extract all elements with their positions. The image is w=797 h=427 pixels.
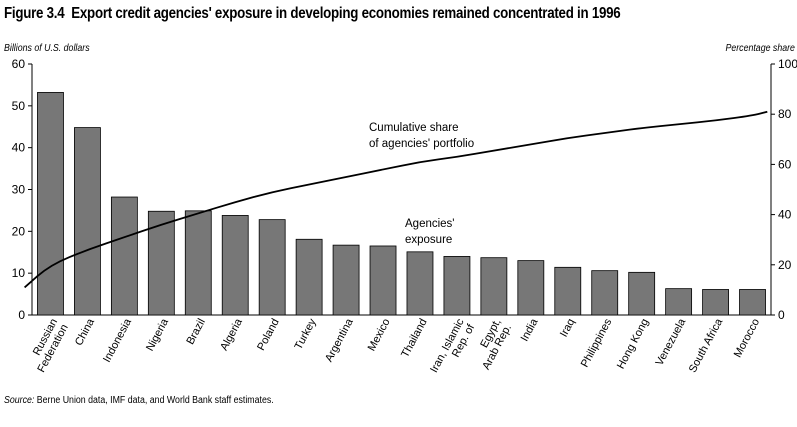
y-axis-label-right: Percentage share bbox=[725, 43, 795, 54]
x-tick-label: Philippines bbox=[579, 316, 615, 369]
x-tick-label: Hong Kong bbox=[615, 317, 651, 371]
bar-1 bbox=[74, 127, 101, 316]
source-text: Berne Union data, IMF data, and World Ba… bbox=[36, 395, 274, 406]
bar-4 bbox=[184, 210, 212, 316]
cumulative-share-line bbox=[24, 110, 768, 289]
x-tick-label-line: Turkey bbox=[293, 316, 319, 351]
source-prefix: Source: bbox=[4, 395, 35, 406]
y-tick-label-left: 40 bbox=[12, 141, 26, 155]
x-tick-label-line: China bbox=[73, 316, 98, 348]
annotation-agencies-exposure: Agencies' bbox=[405, 218, 455, 230]
y-tick-label-right: 0 bbox=[778, 308, 785, 322]
y-tick-label-right: 100 bbox=[778, 57, 797, 71]
x-tick-label-line: Indonesia bbox=[101, 316, 134, 365]
x-tick-label-line: Algeria bbox=[218, 316, 245, 353]
bar-18 bbox=[702, 289, 729, 316]
y-tick-label-left: 0 bbox=[18, 308, 25, 322]
x-tick-label: South Africa bbox=[687, 316, 726, 375]
source-note: Source: Berne Union data, IMF data, and … bbox=[4, 395, 274, 406]
x-tick-label: India bbox=[519, 316, 541, 343]
figure-label: Figure 3.4 bbox=[4, 5, 65, 22]
y-tick-label-right: 20 bbox=[778, 258, 792, 272]
y-tick-label-right: 40 bbox=[778, 208, 792, 222]
x-tick-label: Poland bbox=[255, 317, 282, 353]
bar-5 bbox=[221, 215, 249, 316]
bar-10 bbox=[406, 251, 434, 316]
chart-title-text: Export credit agencies' exposure in deve… bbox=[71, 5, 621, 22]
x-tick-label-line: Venezuela bbox=[654, 316, 689, 368]
bar-19 bbox=[739, 289, 766, 316]
bar-0 bbox=[37, 92, 64, 316]
y-tick-label-right: 80 bbox=[778, 107, 792, 121]
x-tick-label-line: Argentina bbox=[323, 316, 356, 364]
x-tick-label: Turkey bbox=[293, 316, 319, 351]
x-tick-label: China bbox=[73, 316, 98, 348]
annotation-agencies-exposure: exposure bbox=[405, 234, 452, 246]
x-tick-label: Egypt,Arab Rep. bbox=[478, 317, 514, 372]
bar-6 bbox=[258, 219, 286, 316]
x-tick-label-line: Mexico bbox=[366, 317, 393, 353]
x-tick-label: Venezuela bbox=[654, 316, 689, 368]
x-tick-label-line: Poland bbox=[255, 317, 282, 353]
x-tick-label-line: Brazil bbox=[184, 317, 208, 347]
y-tick-label-left: 50 bbox=[12, 99, 26, 113]
bar-15 bbox=[591, 270, 619, 316]
x-tick-label: Thailand bbox=[399, 317, 429, 360]
bar-12 bbox=[480, 257, 508, 316]
y-tick-label-left: 10 bbox=[12, 266, 26, 280]
y-tick-label-left: 30 bbox=[12, 183, 26, 197]
y-tick-label-right: 60 bbox=[778, 157, 792, 171]
x-tick-label: Mexico bbox=[366, 317, 393, 353]
annotation-cumulative-share: Cumulative share bbox=[369, 122, 458, 134]
bar-11 bbox=[443, 256, 471, 316]
x-tick-label: Algeria bbox=[218, 316, 245, 353]
x-tick-label: Iraq bbox=[558, 317, 578, 339]
x-tick-label: Brazil bbox=[184, 317, 208, 347]
y-axis-label-left: Billions of U.S. dollars bbox=[4, 43, 90, 54]
x-tick-label-line: Iraq bbox=[558, 317, 578, 339]
y-tick-label-left: 20 bbox=[12, 224, 26, 238]
x-tick-label-line: Philippines bbox=[579, 316, 615, 369]
chart-title: Figure 3.4 Export credit agencies' exposu… bbox=[4, 5, 621, 23]
bar-2 bbox=[110, 196, 138, 316]
bar-14 bbox=[554, 266, 582, 316]
x-tick-label-line: Morocco bbox=[732, 317, 762, 360]
bar-16 bbox=[628, 271, 656, 316]
bar-9 bbox=[369, 245, 397, 316]
x-tick-label: Morocco bbox=[732, 317, 762, 360]
x-tick-label-line: Nigeria bbox=[144, 316, 171, 353]
x-tick-label-line: Thailand bbox=[399, 317, 429, 360]
x-tick-label: Nigeria bbox=[144, 316, 171, 353]
y-tick-label-left: 60 bbox=[12, 57, 26, 71]
x-tick-label-line: South Africa bbox=[687, 316, 726, 375]
x-tick-label-line: India bbox=[519, 316, 541, 343]
bar-7 bbox=[295, 238, 323, 316]
x-tick-label: Indonesia bbox=[101, 316, 134, 365]
x-tick-label-line: Hong Kong bbox=[615, 317, 651, 371]
bar-8 bbox=[332, 244, 360, 316]
bar-13 bbox=[517, 260, 545, 316]
annotation-cumulative-share: of agencies' portfolio bbox=[369, 138, 474, 150]
x-tick-label: Argentina bbox=[323, 316, 356, 364]
bar-17 bbox=[665, 288, 693, 316]
